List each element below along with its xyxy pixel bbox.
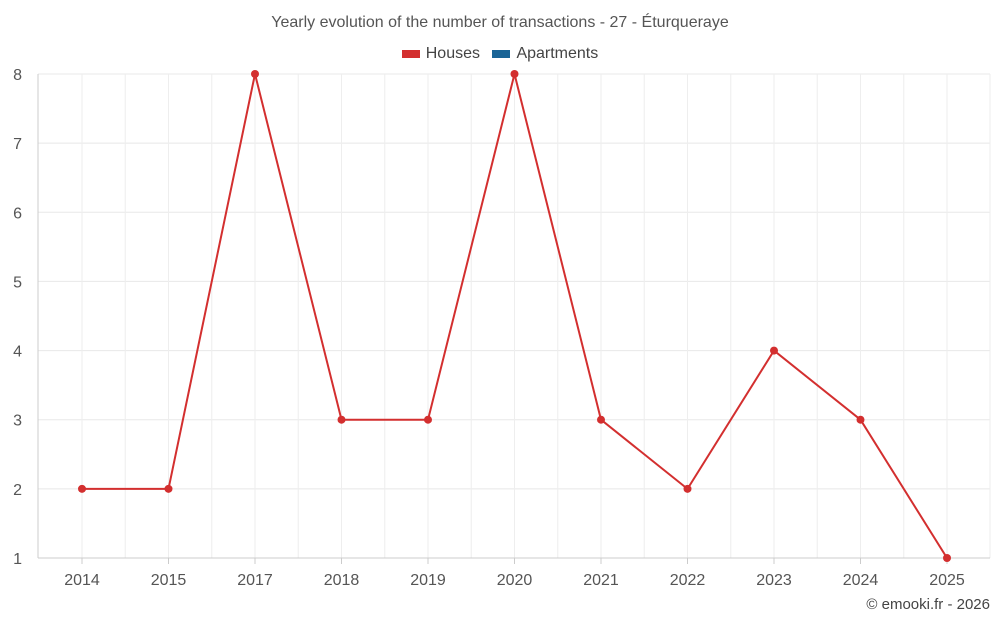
x-tick-label: 2024 (843, 572, 879, 589)
y-tick-label: 4 (13, 344, 22, 361)
chart-legend: Houses Apartments (0, 45, 1000, 63)
x-tick-label: 2025 (929, 572, 965, 589)
y-tick-label: 2 (13, 482, 22, 499)
x-tick-label: 2019 (410, 572, 446, 589)
data-point (856, 415, 865, 424)
y-tick-label: 3 (13, 413, 22, 430)
data-point (683, 484, 692, 493)
legend-swatch-houses (401, 50, 420, 58)
legend-label-apartments: Apartments (516, 45, 599, 62)
data-point (770, 346, 778, 355)
legend-swatch-apartments (492, 50, 511, 58)
x-tick-label: 2015 (151, 572, 187, 589)
x-tick-label: 2017 (237, 572, 273, 589)
data-point (424, 415, 432, 424)
legend-label-houses: Houses (425, 45, 480, 62)
y-tick-label: 6 (13, 205, 22, 222)
data-point (337, 415, 346, 424)
y-tick-label: 8 (13, 67, 22, 84)
x-tick-label: 2020 (497, 572, 533, 589)
x-tick-label: 2018 (324, 572, 360, 589)
data-point (943, 554, 951, 562)
data-point (78, 484, 86, 493)
data-point (597, 415, 605, 424)
chart-title: Yearly evolution of the number of transa… (271, 14, 729, 31)
y-tick-label: 1 (13, 551, 22, 568)
x-tick-label: 2023 (756, 572, 792, 589)
y-tick-label: 7 (13, 136, 22, 153)
credit-text: © emooki.fr - 2026 (866, 596, 990, 613)
legend-item-houses[interactable]: Houses (401, 45, 480, 63)
data-point (164, 484, 173, 493)
data-point (251, 70, 259, 78)
y-tick-label: 5 (13, 274, 22, 291)
x-tick-label: 2021 (583, 572, 619, 589)
legend-item-apartments[interactable]: Apartments (492, 45, 598, 63)
x-tick-label: 2014 (64, 572, 100, 589)
x-tick-label: 2022 (670, 572, 706, 589)
data-point (510, 70, 519, 78)
